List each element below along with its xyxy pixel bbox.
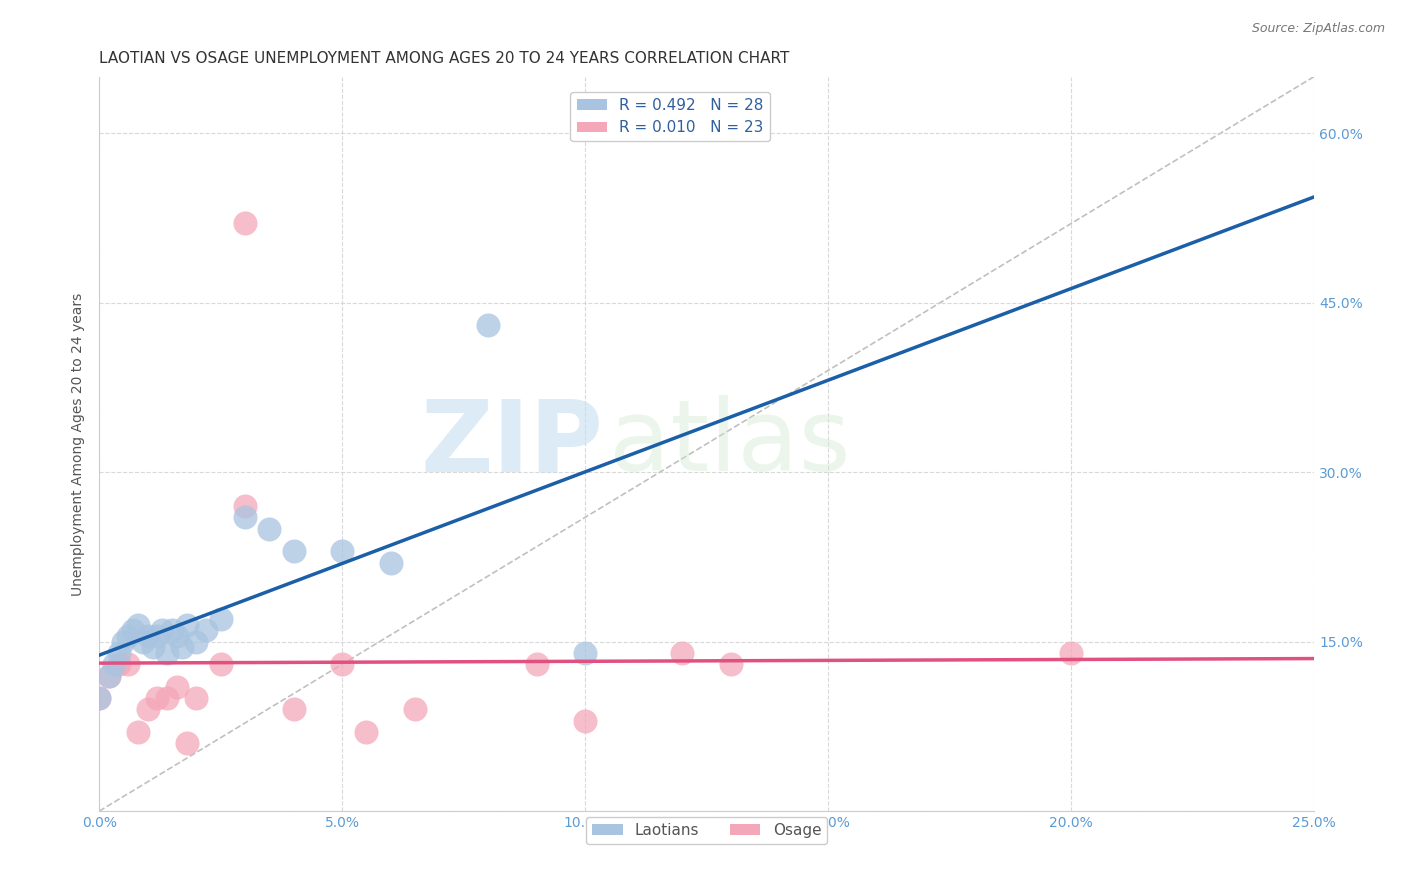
Point: [720, 657, 742, 672]
Point: [112, 634, 135, 648]
Point: [156, 691, 179, 706]
Point: [477, 318, 499, 333]
Point: [89, 691, 111, 706]
Point: [132, 634, 155, 648]
Point: [97, 668, 120, 682]
Point: [136, 702, 159, 716]
Point: [142, 640, 165, 655]
Point: [404, 702, 426, 716]
Text: Source: ZipAtlas.com: Source: ZipAtlas.com: [1251, 22, 1385, 36]
Point: [186, 691, 208, 706]
Point: [283, 702, 305, 716]
Point: [156, 646, 179, 660]
Point: [574, 714, 596, 728]
Point: [136, 629, 159, 643]
Point: [127, 725, 149, 739]
Text: atlas: atlas: [609, 395, 851, 492]
Point: [574, 646, 596, 660]
Legend: Laotians, Osage: Laotians, Osage: [586, 817, 827, 844]
Point: [233, 217, 256, 231]
Point: [166, 629, 188, 643]
Point: [526, 657, 548, 672]
Point: [89, 691, 111, 706]
Point: [1060, 646, 1083, 660]
Point: [117, 657, 139, 672]
Point: [380, 556, 402, 570]
Point: [146, 691, 169, 706]
Point: [107, 657, 129, 672]
Point: [330, 544, 353, 558]
Point: [160, 624, 183, 638]
Point: [103, 657, 125, 672]
Point: [283, 544, 305, 558]
Point: [150, 624, 173, 638]
Point: [233, 499, 256, 513]
Point: [176, 736, 198, 750]
Point: [671, 646, 693, 660]
Point: [127, 617, 149, 632]
Point: [176, 617, 198, 632]
Text: ZIP: ZIP: [420, 395, 603, 492]
Point: [330, 657, 353, 672]
Point: [209, 612, 232, 626]
Point: [257, 522, 280, 536]
Point: [233, 510, 256, 524]
Y-axis label: Unemployment Among Ages 20 to 24 years: Unemployment Among Ages 20 to 24 years: [72, 293, 86, 596]
Point: [170, 640, 193, 655]
Point: [356, 725, 378, 739]
Point: [195, 624, 218, 638]
Point: [209, 657, 232, 672]
Point: [107, 646, 129, 660]
Point: [122, 624, 145, 638]
Text: LAOTIAN VS OSAGE UNEMPLOYMENT AMONG AGES 20 TO 24 YEARS CORRELATION CHART: LAOTIAN VS OSAGE UNEMPLOYMENT AMONG AGES…: [100, 51, 790, 66]
Point: [146, 629, 169, 643]
Point: [97, 668, 120, 682]
Point: [117, 629, 139, 643]
Point: [186, 634, 208, 648]
Point: [166, 680, 188, 694]
